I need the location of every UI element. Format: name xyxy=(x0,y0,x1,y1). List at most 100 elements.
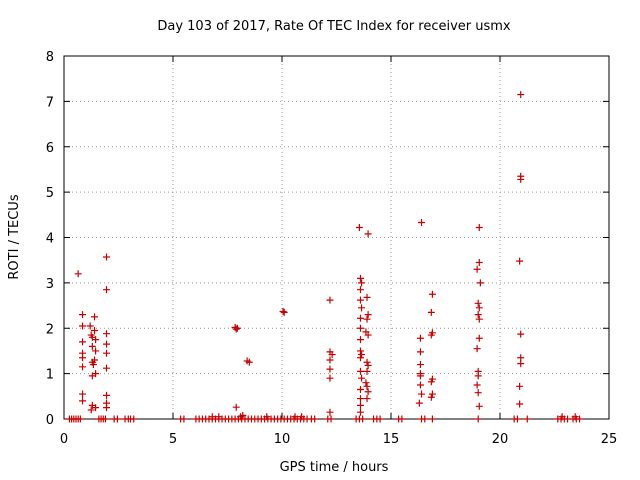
y-tick-label: 5 xyxy=(46,186,54,201)
data-point xyxy=(427,308,435,316)
data-point xyxy=(523,415,531,423)
data-point xyxy=(92,404,100,412)
data-point xyxy=(363,293,371,301)
data-point xyxy=(428,390,436,398)
data-point xyxy=(427,378,435,386)
x-tick-label: 0 xyxy=(60,432,68,447)
data-point xyxy=(92,336,100,344)
axis-ticks xyxy=(63,55,610,420)
data-point xyxy=(398,415,406,423)
data-point xyxy=(363,382,371,390)
data-point xyxy=(474,311,482,319)
data-point xyxy=(280,308,288,316)
y-axis-label: ROTI / TECUs xyxy=(7,194,22,279)
data-point xyxy=(113,415,121,423)
y-tick-labels: 0 1 2 3 4 5 6 7 8 xyxy=(46,50,54,428)
y-tick-label: 0 xyxy=(46,413,54,428)
data-point xyxy=(356,408,364,416)
data-point xyxy=(364,331,372,339)
data-point xyxy=(327,415,335,423)
data-point xyxy=(239,411,247,419)
data-point xyxy=(311,415,319,423)
data-point xyxy=(103,349,111,357)
data-point xyxy=(291,413,299,421)
data-point xyxy=(328,351,336,359)
data-point xyxy=(103,340,111,348)
data-point xyxy=(91,327,99,335)
data-point xyxy=(356,314,364,322)
data-point xyxy=(363,367,371,375)
data-point xyxy=(79,363,87,371)
data-point xyxy=(474,299,482,307)
data-point xyxy=(421,415,429,423)
data-point xyxy=(359,415,367,423)
data-point xyxy=(86,322,94,330)
data-point xyxy=(474,389,482,397)
data-point xyxy=(475,258,483,266)
data-point xyxy=(103,253,111,261)
data-point xyxy=(364,361,372,369)
data-point xyxy=(416,361,424,369)
data-point xyxy=(245,358,253,366)
data-point xyxy=(418,390,426,398)
data-point xyxy=(215,413,223,421)
data-point xyxy=(358,374,366,382)
data-point xyxy=(326,408,334,416)
data-point xyxy=(475,304,483,312)
data-point xyxy=(356,347,364,355)
data-point xyxy=(358,351,366,359)
x-tick-label: 20 xyxy=(492,432,509,447)
data-point xyxy=(356,354,364,362)
data-point xyxy=(516,382,524,390)
y-tick-label: 4 xyxy=(46,232,54,247)
data-point xyxy=(356,324,364,332)
data-point xyxy=(475,334,483,342)
data-point xyxy=(326,296,334,304)
data-point xyxy=(103,330,111,338)
data-points xyxy=(65,91,584,423)
data-point xyxy=(356,395,364,403)
data-point xyxy=(103,286,111,294)
data-point xyxy=(79,311,87,319)
data-point xyxy=(356,336,364,344)
data-point xyxy=(416,372,424,380)
grid-lines xyxy=(64,56,609,419)
x-tick-label: 15 xyxy=(383,432,400,447)
data-point xyxy=(356,367,364,375)
data-point xyxy=(92,347,100,355)
y-tick-label: 7 xyxy=(46,95,54,110)
x-tick-label: 25 xyxy=(601,432,618,447)
data-point xyxy=(513,415,521,423)
data-point xyxy=(326,365,334,373)
data-point xyxy=(103,364,111,372)
data-point xyxy=(428,415,436,423)
data-point xyxy=(91,313,99,321)
data-point xyxy=(89,361,97,369)
data-point xyxy=(517,330,525,338)
data-point xyxy=(576,415,584,423)
data-point xyxy=(356,274,364,282)
x-tick-labels: 0 5 10 15 20 25 xyxy=(60,432,617,447)
data-point xyxy=(416,348,424,356)
data-point xyxy=(364,230,372,238)
data-point xyxy=(517,91,525,99)
y-tick-label: 6 xyxy=(46,141,54,156)
data-point xyxy=(79,322,87,330)
data-point xyxy=(358,304,366,312)
data-point xyxy=(279,307,287,315)
data-point xyxy=(87,406,95,414)
y-tick-label: 8 xyxy=(46,50,54,65)
data-point xyxy=(473,345,481,353)
data-point xyxy=(476,279,484,287)
chart-title: Day 103 of 2017, Rate Of TEC Index for r… xyxy=(157,19,511,34)
data-point xyxy=(516,400,524,408)
data-point xyxy=(473,381,481,389)
data-point xyxy=(79,354,87,362)
data-point xyxy=(326,356,334,364)
data-point xyxy=(516,257,524,265)
data-point xyxy=(232,403,240,411)
data-point xyxy=(180,415,188,423)
data-point xyxy=(571,413,579,421)
data-point xyxy=(358,279,366,287)
